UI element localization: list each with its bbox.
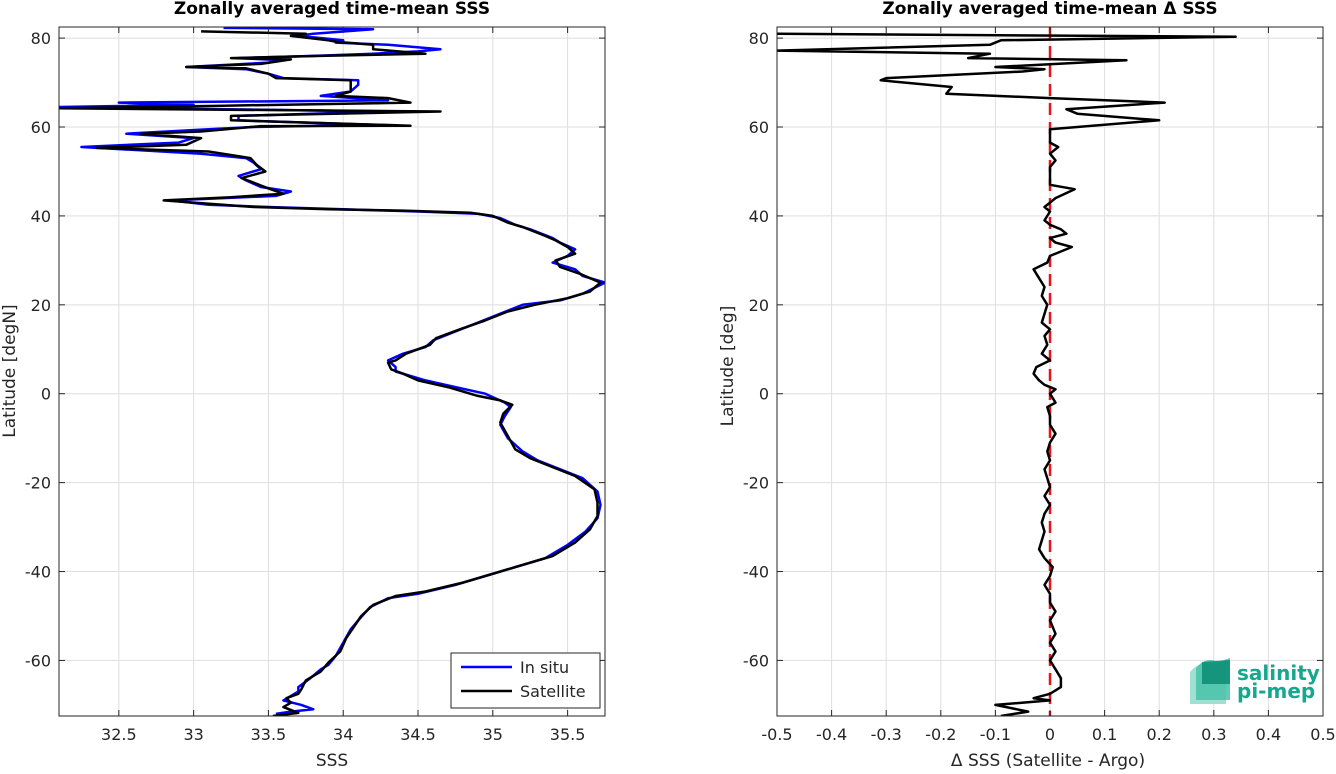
legend: In situ Satellite (450, 652, 601, 709)
right-y-tick-label: -60 (743, 651, 769, 670)
panel-sss: 32.5 33 33.5 34 34.5 35 35.5 -60 -40 -20 0 20 40 60 80… (0, 0, 606, 771)
logo-line-2: pi-mep (1237, 679, 1315, 703)
right-x-tick-label: 0.4 (1256, 725, 1281, 744)
right-y-tick-label: 20 (749, 296, 769, 315)
left-y-tick-label: -40 (25, 563, 51, 582)
right-y-axis-label: Latitude [deg] (718, 306, 738, 427)
left-x-tick-label: 33 (183, 725, 203, 744)
right-y-tick-label: 60 (749, 118, 769, 137)
left-y-tick-label: -60 (25, 651, 51, 670)
right-x-tick-label: 0 (1045, 725, 1055, 744)
left-x-tick-label: 33.5 (251, 725, 287, 744)
left-series-line-satellite (59, 30, 602, 716)
left-y-tick-label: 40 (31, 207, 51, 226)
left-x-tick-label: 34 (333, 725, 353, 744)
salinity-pi-mep-logo: salinity pi-mep (1190, 658, 1320, 704)
right-y-tick-label: -40 (743, 563, 769, 582)
left-x-tick-label: 35 (483, 725, 503, 744)
right-x-tick-label: -0.3 (871, 725, 902, 744)
right-y-tick-label: 0 (759, 385, 769, 404)
panel-delta-sss: -0.5 -0.4 -0.3 -0.2 -0.1 0 0.1 0.2 0.3 0.4 0.5 -60 -… (718, 0, 1336, 771)
left-y-tick-label: 80 (31, 29, 51, 48)
right-x-tick-label: -0.5 (761, 725, 792, 744)
right-chart-title: Zonally averaged time-mean Δ SSS (882, 0, 1217, 19)
right-series-line-delta-sss (777, 32, 1237, 716)
left-chart-title: Zonally averaged time-mean SSS (174, 0, 490, 19)
left-y-tick-label: 20 (31, 296, 51, 315)
left-x-axis-label: SSS (316, 751, 348, 770)
left-y-tick-label: -20 (25, 474, 51, 493)
wave-logo-icon (1190, 658, 1230, 704)
right-x-tick-label: -0.4 (816, 725, 847, 744)
right-x-tick-label: 0.1 (1092, 725, 1117, 744)
left-x-tick-label: 34.5 (400, 725, 436, 744)
legend-label-in-situ: In situ (520, 658, 569, 677)
right-x-tick-label: -0.1 (980, 725, 1011, 744)
logo-line-1: salinity (1237, 661, 1320, 685)
right-x-axis-label: Δ SSS (Satellite - Argo) (951, 751, 1145, 770)
left-y-axis-label: Latitude [degN] (0, 304, 20, 437)
right-y-tick-label: 80 (749, 29, 769, 48)
left-y-tick-label: 60 (31, 118, 51, 137)
left-x-tick-label: 35.5 (550, 725, 586, 744)
left-y-tick-label: 0 (41, 385, 51, 404)
left-x-tick-label: 32.5 (101, 725, 137, 744)
right-x-tick-label: 0.2 (1146, 725, 1171, 744)
right-x-tick-label: 0.3 (1201, 725, 1226, 744)
right-x-tick-label: 0.5 (1310, 725, 1335, 744)
right-x-tick-label: -0.2 (925, 725, 956, 744)
right-y-tick-label: 40 (749, 207, 769, 226)
right-y-tick-label: -20 (743, 474, 769, 493)
legend-label-satellite: Satellite (520, 682, 586, 701)
